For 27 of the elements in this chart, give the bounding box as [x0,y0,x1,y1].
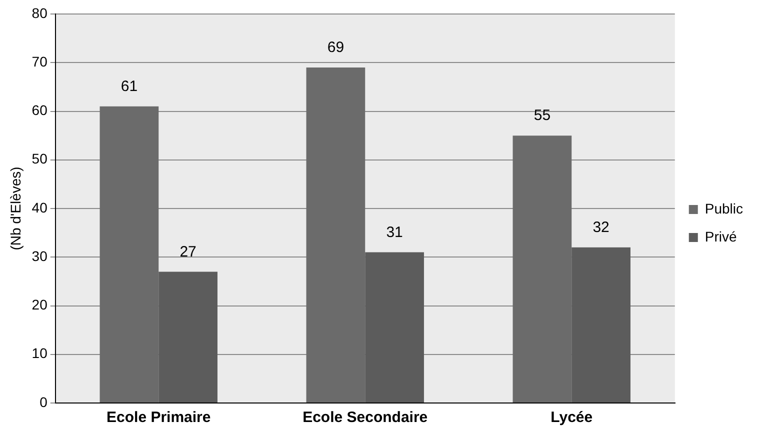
x-tick-label: Lycée [550,409,593,426]
y-tick-label: 70 [32,53,48,70]
legend-label: Privé [704,228,737,244]
y-axis-title: (Nb d'Elèves) [7,166,24,250]
y-tick-label: 60 [32,102,48,118]
y-tick-label: 10 [32,345,48,362]
y-tick-label: 0 [40,394,48,410]
bar [365,252,424,402]
data-label: 27 [180,243,196,260]
data-label: 69 [327,39,344,56]
y-tick-label: 50 [32,150,48,167]
bar [306,67,366,402]
y-tick-label: 20 [32,296,48,313]
data-label: 55 [534,107,551,124]
x-tick-label: Ecole Primaire [106,409,211,426]
data-label: 61 [120,78,138,96]
data-label: 31 [386,224,403,241]
bar [100,106,159,402]
bar [158,272,218,402]
data-label: 32 [592,219,610,236]
x-tick-label: Ecole Secondaire [302,409,428,426]
legend-label: Public [704,200,744,216]
y-tick-label: 30 [32,248,48,264]
y-tick-label: 80 [32,4,48,21]
bar [572,247,630,402]
bar [512,136,572,402]
y-tick-label: 40 [32,199,48,216]
